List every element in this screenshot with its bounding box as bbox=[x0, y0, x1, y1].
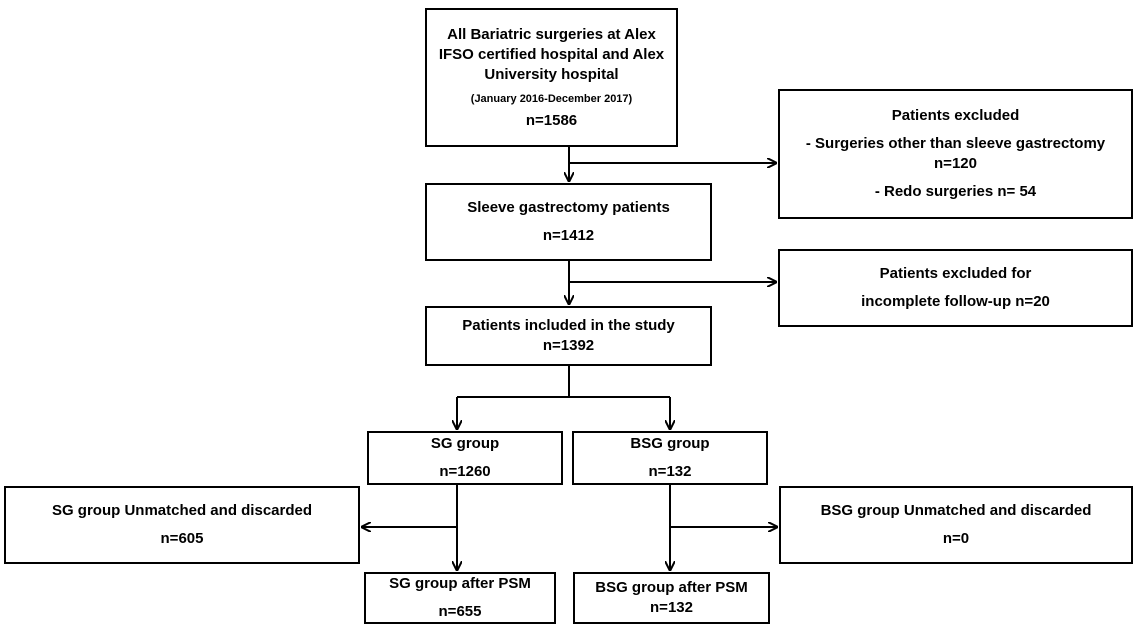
bsg-unmatched-box: BSG group Unmatched and discarded n=0 bbox=[779, 486, 1133, 564]
sg-psm-count: n=655 bbox=[438, 603, 482, 620]
bsg-psm-count: n=132 bbox=[650, 599, 693, 616]
all-surgeries-title-line-3: University hospital bbox=[484, 65, 619, 83]
excluded-1-line-1: - Surgeries other than sleeve gastrectom… bbox=[805, 135, 1106, 152]
sg-unmatched-count: n=605 bbox=[160, 530, 204, 547]
bsg-unmatched-title: BSG group Unmatched and discarded bbox=[820, 502, 1092, 519]
all-surgeries-period: (January 2016-December 2017) bbox=[470, 92, 633, 105]
included-title: Patients included in the study bbox=[462, 317, 675, 334]
sleeve-title: Sleeve gastrectomy patients bbox=[467, 199, 670, 216]
excluded-2-line-1: Patients excluded for bbox=[879, 265, 1032, 282]
bsg-group-title: BSG group bbox=[630, 435, 710, 452]
sg-group-box: SG group n=1260 bbox=[367, 431, 563, 485]
bsg-unmatched-count: n=0 bbox=[942, 530, 970, 547]
sg-group-title: SG group bbox=[430, 435, 500, 452]
all-surgeries-title-line-1: All Bariatric surgeries at Alex bbox=[447, 25, 656, 43]
sg-group-count: n=1260 bbox=[439, 463, 491, 480]
excluded-1-line-3: - Redo surgeries n= 54 bbox=[874, 183, 1037, 200]
included-count: n=1392 bbox=[542, 337, 595, 354]
sg-psm-title: SG group after PSM bbox=[389, 575, 531, 592]
all-surgeries-title-line-2: IFSO certified hospital and Alex bbox=[438, 45, 665, 63]
bsg-group-box: BSG group n=132 bbox=[572, 431, 768, 485]
sleeve-count: n=1412 bbox=[542, 227, 595, 244]
excluded-1-line-2: n=120 bbox=[934, 155, 977, 172]
all-surgeries-count: n=1586 bbox=[525, 111, 578, 129]
excluded-2-line-2: incomplete follow-up n=20 bbox=[861, 293, 1050, 310]
sg-unmatched-box: SG group Unmatched and discarded n=605 bbox=[4, 486, 360, 564]
all-surgeries-box: All Bariatric surgeries at Alex IFSO cer… bbox=[425, 8, 678, 147]
sg-unmatched-title: SG group Unmatched and discarded bbox=[51, 502, 313, 519]
bsg-group-count: n=132 bbox=[648, 463, 692, 480]
excluded-box-2: Patients excluded for incomplete follow-… bbox=[778, 249, 1133, 327]
bsg-psm-box: BSG group after PSM n=132 bbox=[573, 572, 770, 624]
excluded-box-1: Patients excluded - Surgeries other than… bbox=[778, 89, 1133, 219]
included-box: Patients included in the study n=1392 bbox=[425, 306, 712, 366]
sg-psm-box: SG group after PSM n=655 bbox=[364, 572, 556, 624]
bsg-psm-title: BSG group after PSM bbox=[595, 579, 748, 596]
excluded-1-title: Patients excluded bbox=[891, 107, 1020, 124]
sleeve-box: Sleeve gastrectomy patients n=1412 bbox=[425, 183, 712, 261]
